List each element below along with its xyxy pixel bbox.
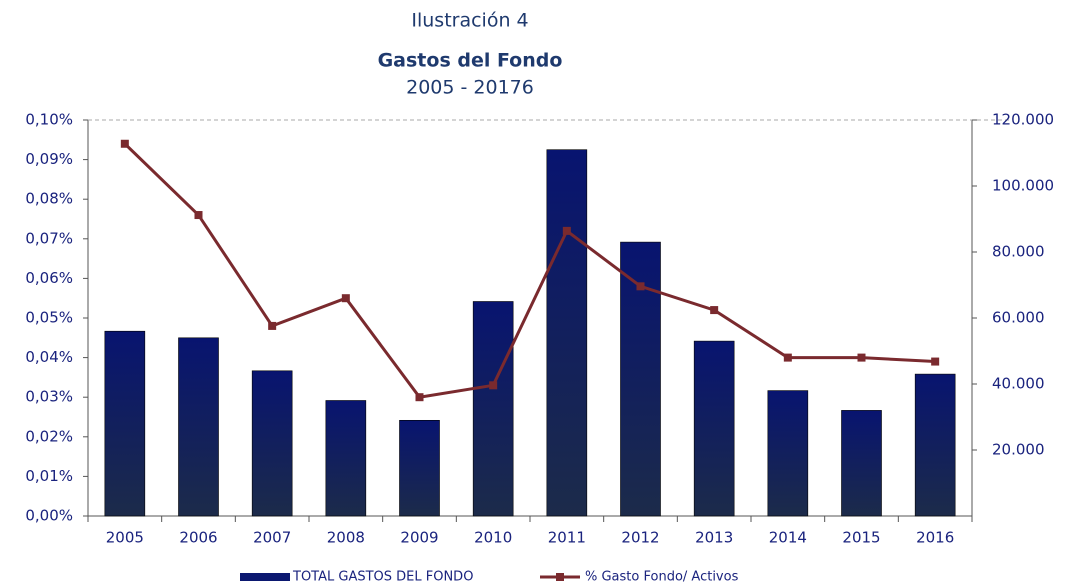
- line-marker: [415, 393, 424, 402]
- y-tick-label: 0,08%: [25, 190, 73, 208]
- bar: [914, 373, 956, 517]
- x-tick-label: 2006: [179, 529, 217, 547]
- bar: [767, 390, 809, 517]
- bar: [841, 410, 882, 517]
- line-marker: [636, 282, 645, 291]
- x-tick-label: 2015: [842, 529, 880, 547]
- chart-period: 2005 - 20176: [406, 77, 534, 99]
- line-marker: [194, 211, 203, 220]
- y-tick-label: 0,03%: [25, 388, 73, 406]
- y-tick-label: 0,09%: [25, 150, 73, 168]
- y-tick-label: 0,01%: [25, 467, 73, 485]
- bar: [399, 419, 440, 517]
- y-tick-label: 0,02%: [25, 427, 73, 445]
- bar: [325, 400, 367, 517]
- bar: [178, 337, 219, 517]
- x-tick-label: 2009: [400, 529, 438, 547]
- line-marker: [120, 139, 129, 148]
- y2-tick-label: 120.000: [992, 111, 1054, 129]
- bar: [104, 330, 146, 517]
- legend-swatch: [556, 573, 564, 581]
- bar: [693, 340, 735, 517]
- y-tick-label: 0,04%: [25, 348, 73, 366]
- y2-tick-label: 100.000: [992, 177, 1054, 195]
- line-marker: [489, 381, 498, 390]
- bar: [251, 370, 293, 517]
- x-tick-label: 2011: [548, 529, 586, 547]
- y-tick-label: 0,00%: [25, 507, 73, 525]
- y-tick-label: 0,05%: [25, 309, 73, 327]
- chart-title: Ilustración 4: [411, 10, 528, 32]
- x-tick-label: 2007: [253, 529, 291, 547]
- line: [123, 142, 936, 399]
- y2-tick-label: 60.000: [992, 309, 1045, 327]
- y-tick-label: 0,07%: [25, 229, 73, 247]
- line-marker: [857, 353, 866, 362]
- line-marker: [268, 321, 277, 330]
- line-marker: [710, 306, 719, 315]
- bar: [546, 149, 588, 517]
- x-tick-label: 2010: [474, 529, 512, 547]
- x-tick-label: 2008: [327, 529, 365, 547]
- y2-tick-label: 40.000: [992, 375, 1045, 393]
- x-tick-label: 2013: [695, 529, 733, 547]
- x-tick-label: 2005: [106, 529, 144, 547]
- bar: [472, 301, 514, 517]
- legend-label: TOTAL GASTOS DEL FONDO: [292, 570, 473, 585]
- legend-swatch: [240, 573, 290, 581]
- line-marker: [783, 353, 792, 362]
- x-tick-label: 2016: [916, 529, 954, 547]
- y2-tick-label: 80.000: [992, 243, 1045, 261]
- x-tick-label: 2014: [769, 529, 807, 547]
- x-tick-label: 2012: [621, 529, 659, 547]
- line-marker: [341, 294, 350, 303]
- chart-subtitle: Gastos del Fondo: [378, 50, 563, 72]
- y2-tick-label: 20.000: [992, 441, 1045, 459]
- legend-label: % Gasto Fondo/ Activos: [585, 570, 739, 585]
- y-tick-label: 0,06%: [25, 269, 73, 287]
- line-marker: [562, 226, 571, 235]
- y-tick-label: 0,10%: [25, 111, 73, 129]
- line-marker: [931, 357, 940, 366]
